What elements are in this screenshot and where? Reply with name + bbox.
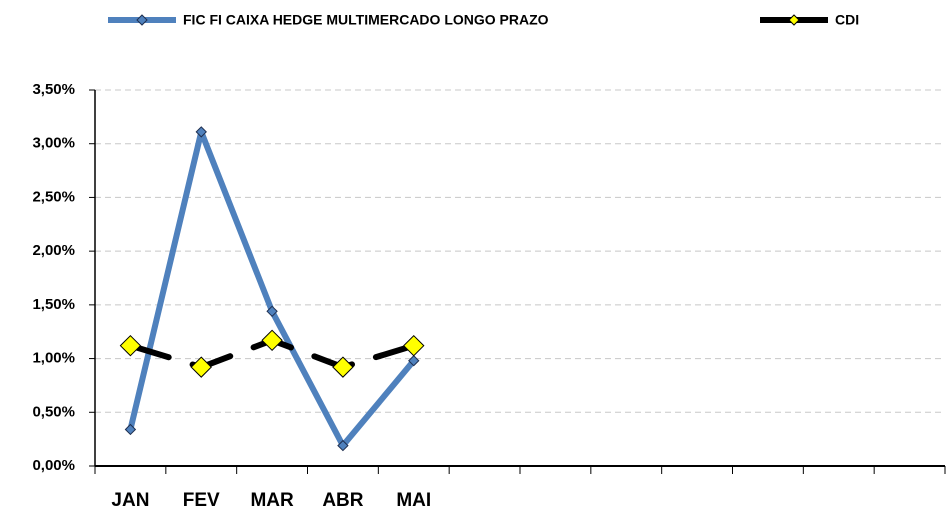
marker	[124, 423, 137, 436]
y-tick-label: 3,00%	[32, 135, 75, 152]
x-tick-label: MAR	[250, 490, 294, 511]
marker	[119, 334, 142, 357]
y-tick-label: 0,00%	[32, 457, 75, 474]
y-tick-label: 1,00%	[32, 350, 75, 367]
marker	[261, 329, 283, 352]
x-tick-label: MAI	[396, 490, 431, 511]
x-tick-label: JAN	[111, 490, 149, 511]
x-tick-label: ABR	[322, 490, 363, 511]
series-line	[127, 128, 417, 449]
legend-label: FIC FI CAIXA HEDGE MULTIMERCADO LONGO PR…	[183, 12, 549, 28]
legend-marker	[788, 14, 800, 26]
y-tick-label: 2,50%	[32, 188, 75, 205]
y-tick-label: 3,50%	[32, 81, 75, 98]
marker	[190, 356, 212, 378]
y-tick-label: 0,50%	[32, 403, 75, 420]
marker	[408, 355, 420, 367]
legend-marker	[136, 14, 148, 26]
x-tick-label: FEV	[183, 490, 220, 511]
marker	[337, 439, 349, 452]
marker	[403, 334, 425, 357]
marker	[332, 356, 354, 378]
y-tick-label: 1,50%	[32, 296, 75, 313]
y-tick-label: 2,00%	[32, 242, 75, 259]
legend-label: CDI	[835, 12, 859, 28]
marker	[195, 126, 207, 138]
marker	[266, 305, 278, 318]
